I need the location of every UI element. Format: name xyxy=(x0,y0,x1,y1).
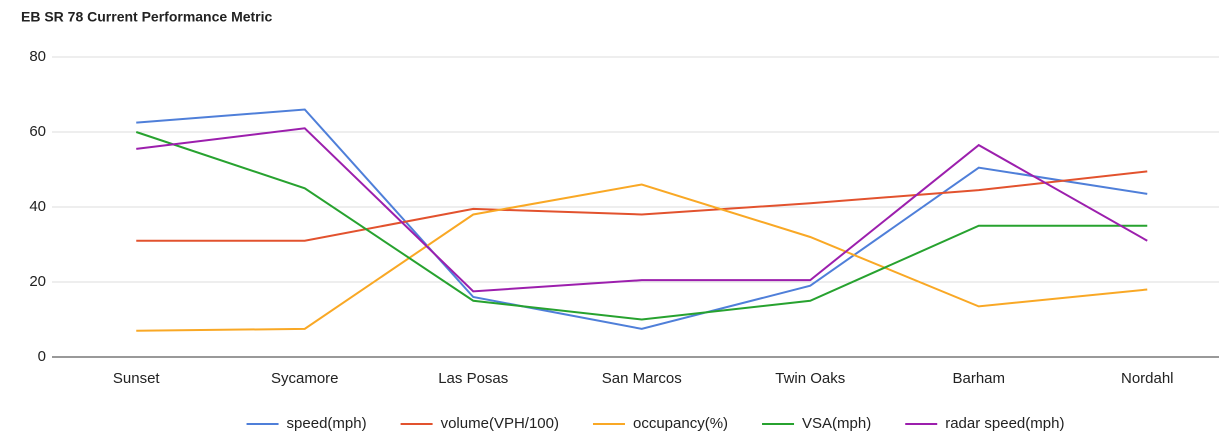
series-line xyxy=(136,127,1148,293)
x-tick-label: Las Posas xyxy=(438,370,508,387)
y-tick-label: 60 xyxy=(29,123,46,140)
legend-label: volume(VPH/100) xyxy=(441,415,559,432)
chart-title: EB SR 78 Current Performance Metric xyxy=(21,9,273,25)
x-tick-label: Twin Oaks xyxy=(775,370,845,387)
series-line xyxy=(136,183,1148,332)
x-tick-label: San Marcos xyxy=(602,370,682,387)
series-line xyxy=(136,108,1148,330)
legend: speed(mph) volume(VPH/100) occupancy(%) VSA… xyxy=(246,415,1064,432)
legend-label: radar speed(mph) xyxy=(945,415,1064,432)
x-tick-label: Nordahl xyxy=(1121,370,1174,387)
y-tick-label: 20 xyxy=(29,273,46,290)
series-line xyxy=(136,170,1148,242)
legend-label: speed(mph) xyxy=(287,415,367,432)
x-tick-label: Sycamore xyxy=(271,370,339,387)
legend-label: VSA(mph) xyxy=(802,415,871,432)
y-tick-label: 0 xyxy=(38,348,46,365)
y-tick-label: 80 xyxy=(29,48,46,65)
x-tick-label: Sunset xyxy=(113,370,161,387)
y-tick-label: 40 xyxy=(29,198,46,215)
x-tick-label: Barham xyxy=(952,370,1005,387)
series-line xyxy=(135,131,1148,321)
legend-label: occupancy(%) xyxy=(633,415,728,432)
